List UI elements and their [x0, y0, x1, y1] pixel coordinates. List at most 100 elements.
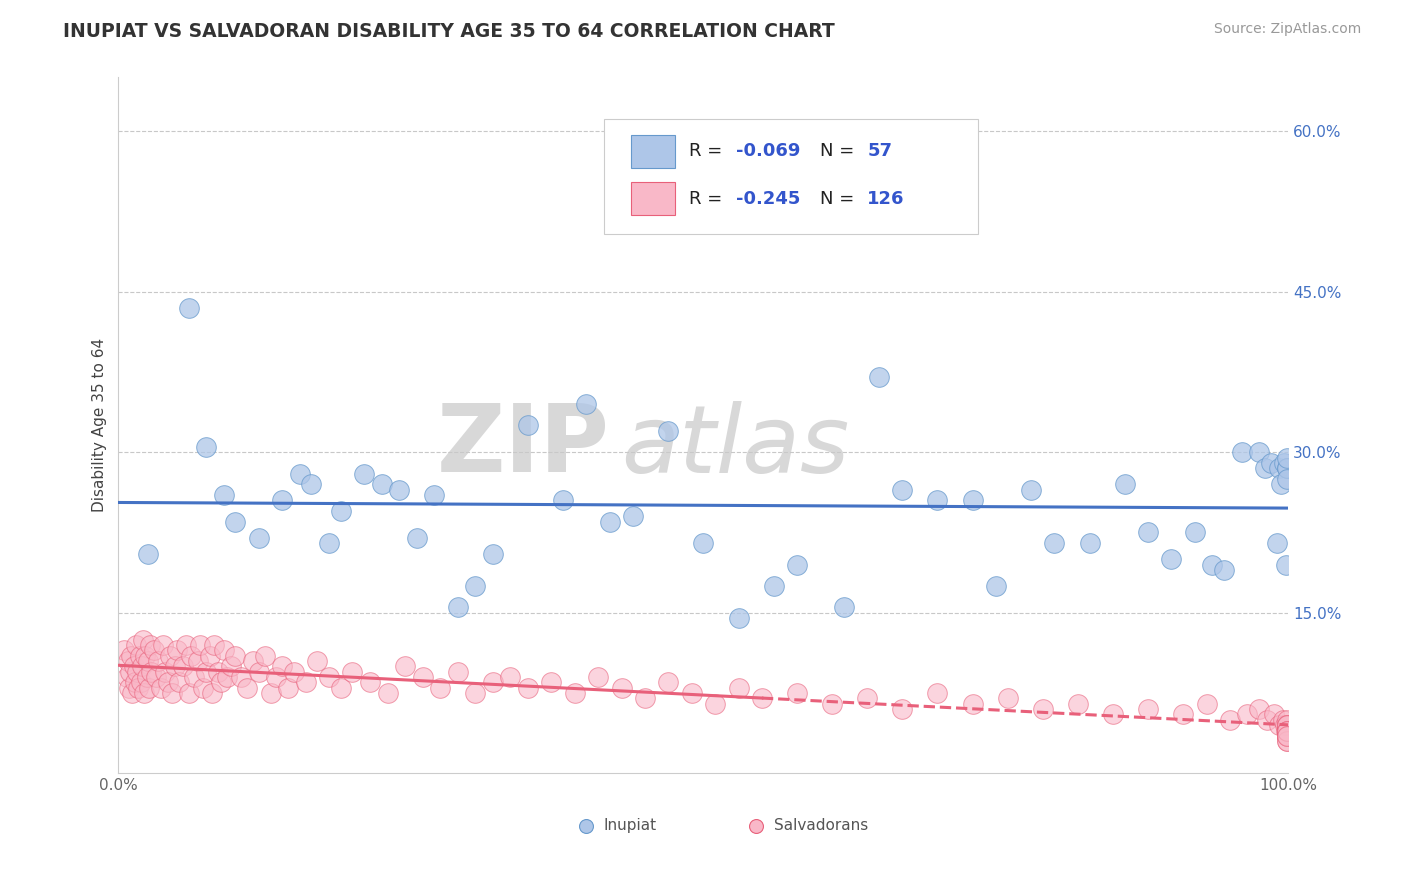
Text: N =: N =: [821, 189, 860, 208]
Text: 57: 57: [868, 142, 893, 161]
Point: [124, 675, 146, 690]
Point: [176, 638, 198, 652]
Point: [1275, 723, 1298, 738]
Point: [177, 301, 200, 315]
Point: [564, 686, 586, 700]
Point: [388, 483, 411, 497]
Point: [832, 600, 855, 615]
Point: [145, 670, 167, 684]
Point: [209, 675, 232, 690]
Point: [353, 467, 375, 481]
Point: [394, 659, 416, 673]
Point: [135, 670, 157, 684]
Text: INUPIAT VS SALVADORAN DISABILITY AGE 35 TO 64 CORRELATION CHART: INUPIAT VS SALVADORAN DISABILITY AGE 35 …: [63, 22, 835, 41]
Point: [634, 691, 657, 706]
Point: [962, 493, 984, 508]
Point: [405, 531, 427, 545]
Point: [1078, 536, 1101, 550]
Point: [1260, 456, 1282, 470]
Point: [271, 493, 294, 508]
Point: [464, 579, 486, 593]
Point: [224, 515, 246, 529]
Point: [329, 681, 352, 695]
Point: [129, 675, 152, 690]
Point: [1219, 713, 1241, 727]
Point: [1277, 729, 1299, 743]
Point: [198, 648, 221, 663]
Point: [727, 681, 749, 695]
Point: [704, 697, 727, 711]
Point: [202, 638, 225, 652]
Point: [1230, 445, 1253, 459]
Point: [136, 654, 159, 668]
Point: [191, 681, 214, 695]
Point: [1277, 713, 1299, 727]
Point: [318, 536, 340, 550]
Point: [120, 665, 142, 679]
Point: [1268, 718, 1291, 732]
Point: [149, 681, 172, 695]
Point: [621, 509, 644, 524]
Y-axis label: Disability Age 35 to 64: Disability Age 35 to 64: [93, 338, 107, 513]
Point: [423, 488, 446, 502]
Point: [1277, 472, 1299, 486]
Point: [575, 847, 598, 861]
Text: ZIP: ZIP: [437, 401, 610, 492]
Point: [128, 648, 150, 663]
Point: [610, 681, 633, 695]
Point: [318, 670, 340, 684]
Point: [283, 665, 305, 679]
Text: -0.069: -0.069: [737, 142, 800, 161]
Point: [447, 600, 470, 615]
Text: Salvadorans: Salvadorans: [773, 818, 868, 833]
Point: [516, 681, 538, 695]
Point: [762, 579, 785, 593]
Point: [266, 670, 288, 684]
Point: [177, 686, 200, 700]
Point: [1137, 702, 1160, 716]
Point: [1263, 707, 1285, 722]
Point: [891, 702, 914, 716]
Point: [307, 654, 329, 668]
Point: [482, 675, 505, 690]
Point: [1277, 723, 1299, 738]
Point: [277, 681, 299, 695]
Text: Inupiat: Inupiat: [605, 818, 657, 833]
Point: [1019, 483, 1042, 497]
Point: [120, 648, 142, 663]
Point: [786, 558, 808, 572]
Point: [118, 681, 141, 695]
Point: [1270, 477, 1292, 491]
Point: [464, 686, 486, 700]
Point: [224, 648, 246, 663]
Point: [1277, 461, 1299, 475]
Point: [180, 648, 202, 663]
Point: [1277, 734, 1299, 748]
Point: [1171, 707, 1194, 722]
Point: [1265, 536, 1288, 550]
Point: [1184, 525, 1206, 540]
Point: [657, 424, 679, 438]
Point: [159, 648, 181, 663]
Point: [1277, 734, 1299, 748]
Point: [134, 686, 156, 700]
Point: [657, 675, 679, 690]
Point: [127, 665, 149, 679]
Point: [212, 488, 235, 502]
Point: [1277, 461, 1299, 475]
Point: [482, 547, 505, 561]
Point: [1277, 718, 1299, 732]
Point: [575, 397, 598, 411]
Point: [1160, 552, 1182, 566]
Point: [1268, 461, 1291, 475]
Point: [207, 665, 229, 679]
Point: [1277, 729, 1299, 743]
Point: [131, 659, 153, 673]
Point: [1277, 718, 1299, 732]
Point: [121, 686, 143, 700]
FancyBboxPatch shape: [631, 135, 675, 168]
Point: [112, 643, 135, 657]
Point: [236, 681, 259, 695]
Point: [727, 611, 749, 625]
Point: [242, 654, 264, 668]
